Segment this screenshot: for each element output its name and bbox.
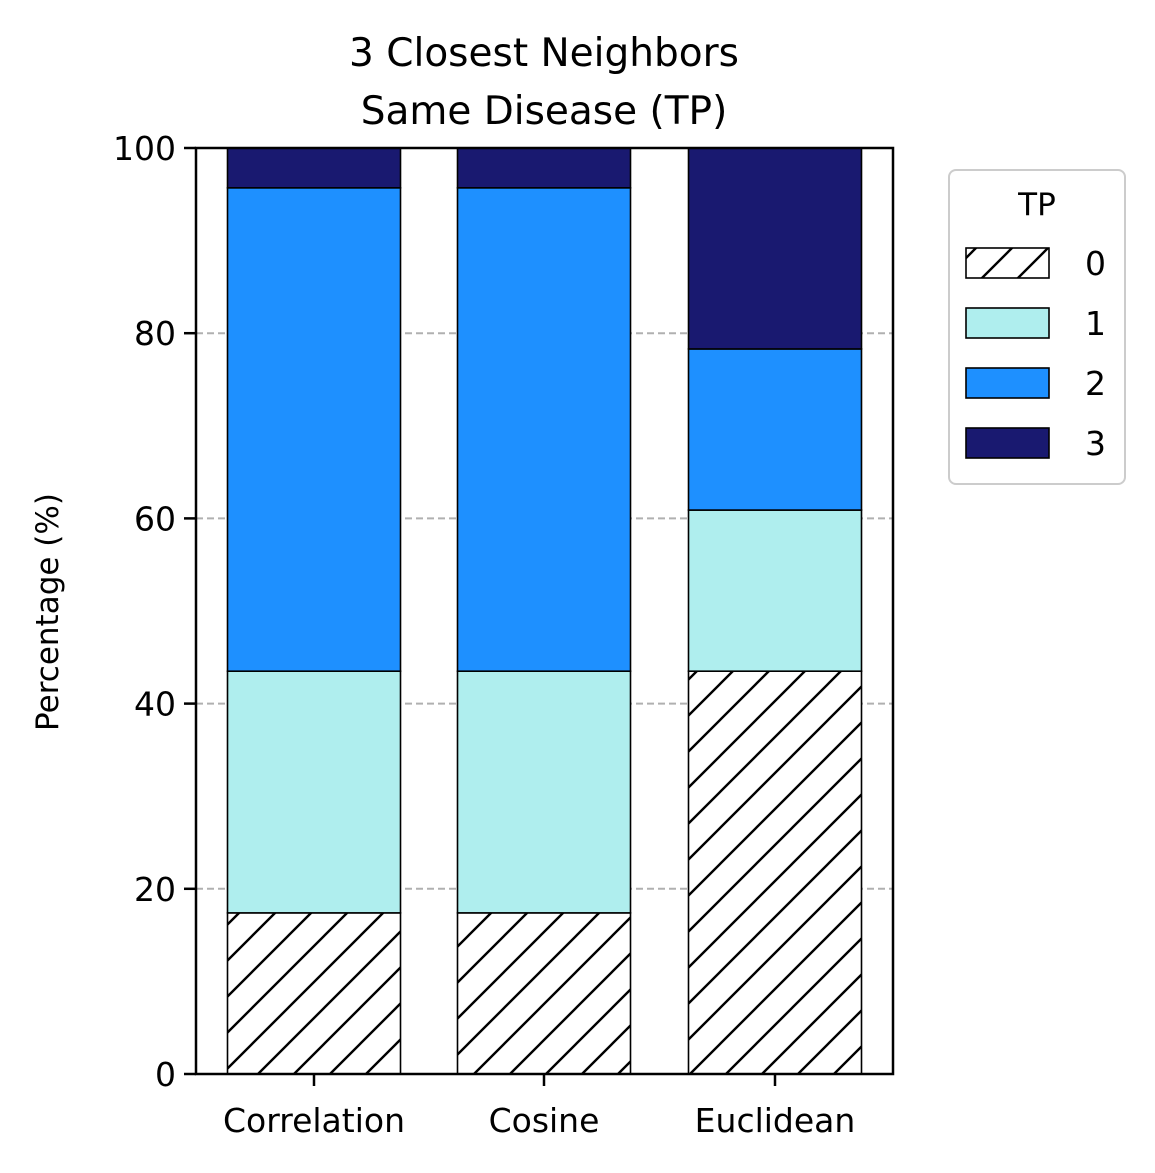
bar-cosine-tp-3 [456, 147, 632, 189]
legend: TP 0 1 2 3 [948, 169, 1126, 485]
x-tick-label-0: Correlation [223, 1101, 405, 1140]
legend-title: TP [1017, 187, 1056, 223]
bar-cosine-tp-1 [456, 670, 632, 914]
x-tick-label-2: Euclidean [695, 1101, 856, 1140]
bar-euclidean-tp-1 [687, 509, 863, 672]
bars [226, 147, 863, 1075]
legend-items: 0 1 2 3 [965, 244, 1106, 463]
bar-euclidean-tp-2 [687, 348, 863, 511]
legend-label-2: 2 [1085, 364, 1106, 403]
bar-euclidean-tp-3 [687, 147, 863, 350]
y-tick-label-2: 40 [134, 685, 176, 724]
legend-label-3: 3 [1085, 424, 1106, 463]
bar-correlation-tp-0 [226, 912, 402, 1075]
bar-cosine-tp-2 [456, 187, 632, 672]
chart-title-line-1: 3 Closest Neighbors [349, 31, 739, 76]
legend-swatch-3 [965, 427, 1050, 459]
legend-label-1: 1 [1085, 304, 1106, 343]
x-tick-label-1: Cosine [489, 1101, 600, 1140]
x-axis-ticks: Correlation Cosine Euclidean [223, 1074, 855, 1140]
y-tick-label-0: 0 [155, 1055, 176, 1094]
chart-title-line-2: Same Disease (TP) [361, 89, 728, 134]
bar-cosine-tp-0 [456, 912, 632, 1075]
y-tick-label-1: 20 [134, 870, 176, 909]
legend-swatch-0 [965, 247, 1050, 279]
y-tick-label-4: 80 [134, 314, 176, 353]
bar-correlation-tp-1 [226, 670, 402, 914]
y-tick-label-3: 60 [134, 499, 176, 538]
y-tick-label-5: 100 [113, 129, 176, 168]
y-axis-label: Percentage (%) [30, 493, 66, 731]
legend-swatch-1 [965, 307, 1050, 339]
bar-correlation-tp-2 [226, 187, 402, 672]
legend-swatch-2 [965, 367, 1050, 399]
legend-label-0: 0 [1085, 244, 1106, 283]
bar-correlation-tp-3 [226, 147, 402, 189]
bar-euclidean-tp-0 [687, 670, 863, 1075]
y-axis-ticks: 0 20 40 60 80 100 [113, 129, 196, 1094]
